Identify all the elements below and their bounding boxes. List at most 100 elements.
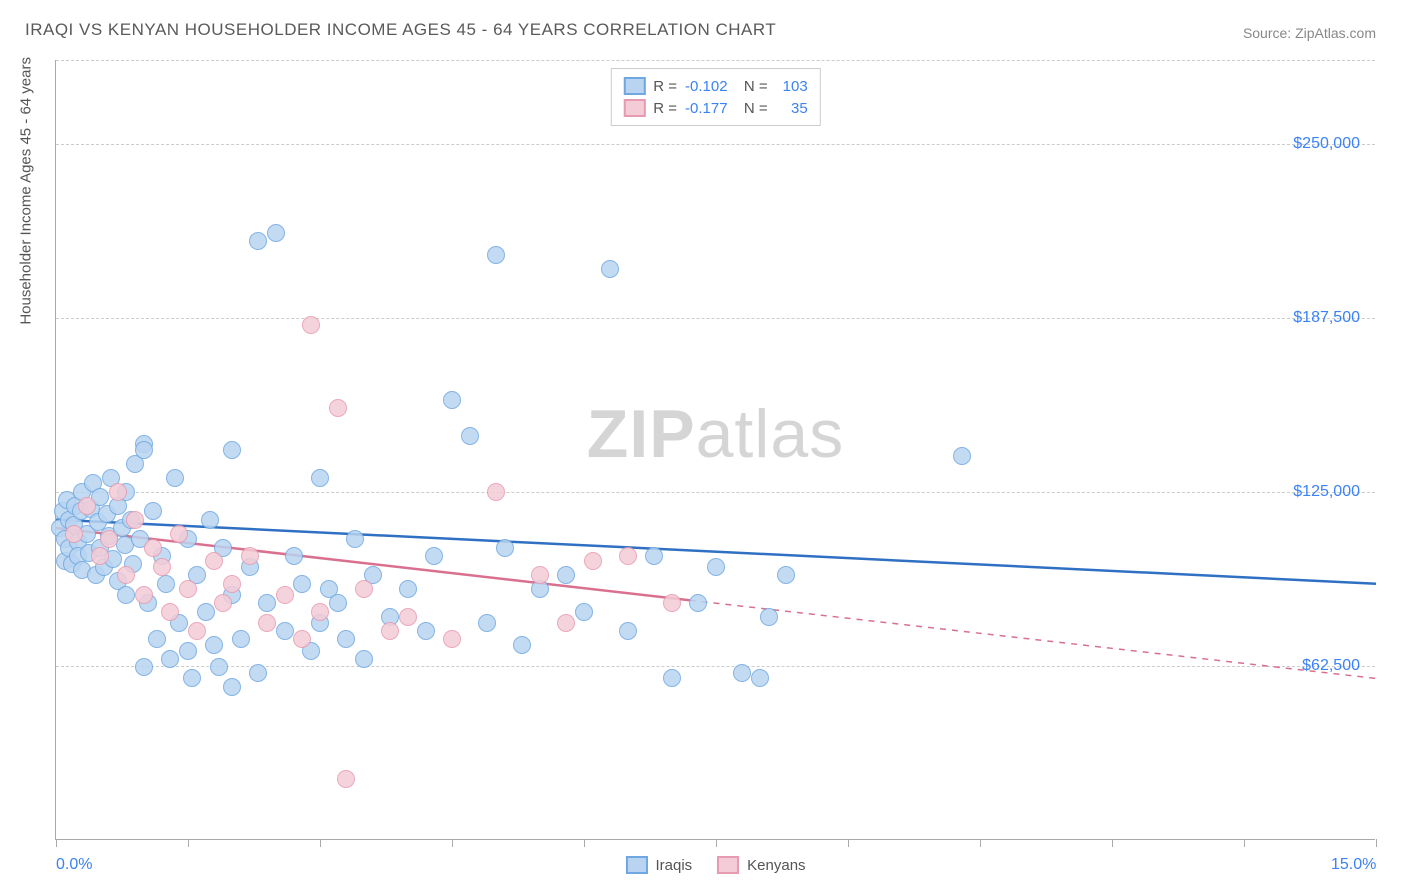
point-kenyans	[65, 525, 83, 543]
x-tick	[1376, 839, 1377, 847]
point-kenyans	[144, 539, 162, 557]
point-iraqis	[777, 566, 795, 584]
point-iraqis	[161, 650, 179, 668]
point-iraqis	[249, 664, 267, 682]
point-iraqis	[953, 447, 971, 465]
point-iraqis	[707, 558, 725, 576]
point-iraqis	[478, 614, 496, 632]
point-iraqis	[601, 260, 619, 278]
legend-r-label: R =	[653, 100, 677, 117]
bottom-legend-item-iraqis: Iraqis	[625, 856, 692, 874]
point-kenyans	[311, 603, 329, 621]
point-kenyans	[205, 552, 223, 570]
point-iraqis	[157, 575, 175, 593]
point-iraqis	[496, 539, 514, 557]
legend-n-label: N =	[736, 78, 768, 95]
x-tick	[188, 839, 189, 847]
point-iraqis	[760, 608, 778, 626]
point-iraqis	[293, 575, 311, 593]
point-iraqis	[258, 594, 276, 612]
point-iraqis	[733, 664, 751, 682]
point-iraqis	[205, 636, 223, 654]
gridline	[56, 318, 1375, 319]
watermark-light: atlas	[696, 396, 845, 472]
legend-r-value: -0.102	[685, 78, 728, 95]
point-kenyans	[487, 483, 505, 501]
point-kenyans	[276, 586, 294, 604]
point-iraqis	[144, 502, 162, 520]
gridline	[56, 60, 1375, 61]
point-iraqis	[337, 630, 355, 648]
point-iraqis	[267, 224, 285, 242]
point-iraqis	[311, 469, 329, 487]
x-tick	[1244, 839, 1245, 847]
legend-swatch	[623, 77, 645, 95]
point-iraqis	[417, 622, 435, 640]
point-iraqis	[197, 603, 215, 621]
point-kenyans	[179, 580, 197, 598]
legend-n-label: N =	[736, 100, 768, 117]
point-iraqis	[513, 636, 531, 654]
bottom-legend-item-kenyans: Kenyans	[717, 856, 805, 874]
point-kenyans	[302, 316, 320, 334]
point-kenyans	[188, 622, 206, 640]
point-iraqis	[751, 669, 769, 687]
point-iraqis	[425, 547, 443, 565]
point-iraqis	[276, 622, 294, 640]
legend-r-value: -0.177	[685, 100, 728, 117]
point-iraqis	[575, 603, 593, 621]
x-tick	[584, 839, 585, 847]
point-iraqis	[461, 427, 479, 445]
point-iraqis	[148, 630, 166, 648]
point-kenyans	[399, 608, 417, 626]
y-tick-label: $125,000	[1293, 483, 1360, 501]
legend-swatch	[717, 856, 739, 874]
chart-title: IRAQI VS KENYAN HOUSEHOLDER INCOME AGES …	[25, 20, 776, 40]
point-kenyans	[663, 594, 681, 612]
point-iraqis	[619, 622, 637, 640]
legend-r-label: R =	[653, 78, 677, 95]
point-iraqis	[285, 547, 303, 565]
point-iraqis	[210, 658, 228, 676]
x-tick	[56, 839, 57, 847]
point-iraqis	[183, 669, 201, 687]
point-iraqis	[557, 566, 575, 584]
point-kenyans	[258, 614, 276, 632]
point-iraqis	[201, 511, 219, 529]
source-label: Source: ZipAtlas.com	[1243, 25, 1376, 41]
point-iraqis	[399, 580, 417, 598]
point-kenyans	[153, 558, 171, 576]
point-kenyans	[117, 566, 135, 584]
point-kenyans	[241, 547, 259, 565]
point-iraqis	[346, 530, 364, 548]
trend-svg	[56, 60, 1376, 840]
point-kenyans	[329, 399, 347, 417]
point-kenyans	[223, 575, 241, 593]
point-kenyans	[557, 614, 575, 632]
legend-swatch	[625, 856, 647, 874]
point-iraqis	[232, 630, 250, 648]
legend-n-value: 35	[776, 100, 808, 117]
x-tick	[320, 839, 321, 847]
point-iraqis	[329, 594, 347, 612]
point-kenyans	[293, 630, 311, 648]
point-kenyans	[214, 594, 232, 612]
watermark: ZIPatlas	[587, 395, 844, 473]
point-iraqis	[249, 232, 267, 250]
point-kenyans	[135, 586, 153, 604]
point-kenyans	[337, 770, 355, 788]
point-iraqis	[663, 669, 681, 687]
x-tick	[1112, 839, 1113, 847]
legend-series-name: Kenyans	[747, 857, 805, 874]
legend-n-value: 103	[776, 78, 808, 95]
point-kenyans	[126, 511, 144, 529]
point-kenyans	[355, 580, 373, 598]
point-kenyans	[619, 547, 637, 565]
point-iraqis	[223, 678, 241, 696]
point-iraqis	[443, 391, 461, 409]
series-legend: Iraqis Kenyans	[625, 856, 805, 874]
x-tick	[452, 839, 453, 847]
x-tick-label: 15.0%	[1331, 856, 1376, 874]
point-kenyans	[109, 483, 127, 501]
point-kenyans	[161, 603, 179, 621]
